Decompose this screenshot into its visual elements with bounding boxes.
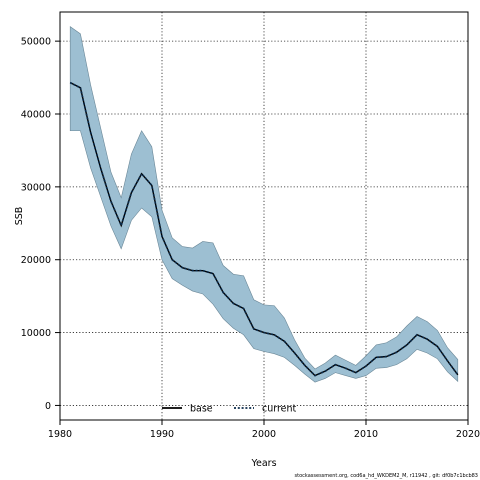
footer-credit: stockassessment.org, cod6a_hd_WKDEM2_M, … xyxy=(295,473,478,479)
y-axis: 0 10000 20000 30000 40000 50000 xyxy=(21,37,60,412)
x-tick-label: 2000 xyxy=(252,429,276,440)
series-line-current xyxy=(69,81,459,377)
y-tick-label: 20000 xyxy=(21,255,51,266)
confidence-band-area xyxy=(69,25,459,383)
y-axis-label: SSB xyxy=(14,207,25,226)
x-tick-label: 1990 xyxy=(150,429,174,440)
y-tick-label: 0 xyxy=(45,401,51,412)
y-tick-label: 40000 xyxy=(21,110,51,121)
legend-label-current: current xyxy=(262,404,297,415)
legend-label-base: base xyxy=(190,404,213,415)
y-tick-label: 50000 xyxy=(21,37,51,48)
x-tick-label: 1980 xyxy=(48,429,72,440)
x-axis-label: Years xyxy=(250,458,276,469)
x-tick-label: 2020 xyxy=(456,429,480,440)
x-axis: 1980 1990 2000 2010 2020 xyxy=(48,420,480,440)
series-lines xyxy=(69,81,459,377)
legend: base current xyxy=(162,404,297,415)
y-tick-label: 30000 xyxy=(21,182,51,193)
confidence-band xyxy=(69,25,459,383)
x-tick-label: 2010 xyxy=(354,429,378,440)
y-tick-label: 10000 xyxy=(21,328,51,339)
